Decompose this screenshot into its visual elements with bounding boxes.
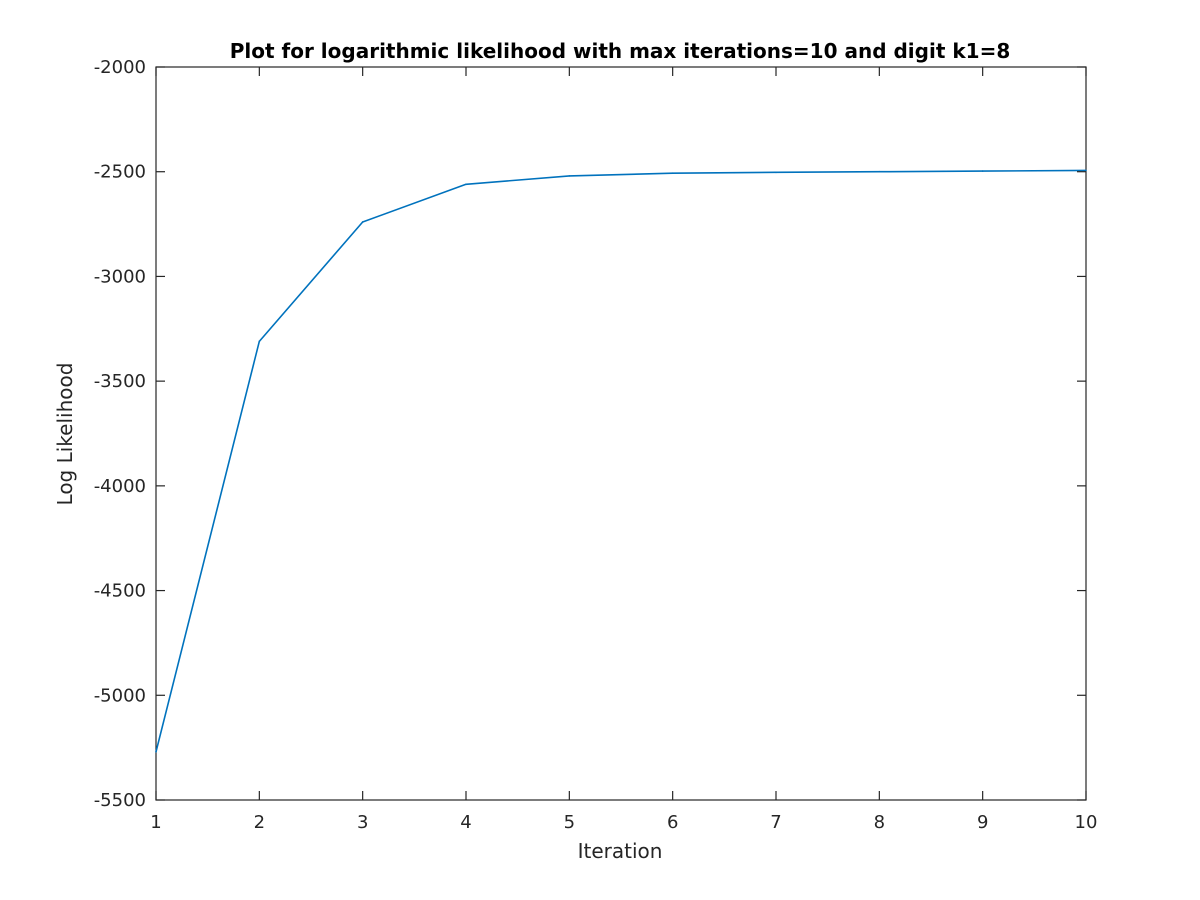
y-tick-label: -4000	[94, 476, 146, 497]
data-point	[981, 170, 984, 172]
data-point	[258, 340, 261, 343]
x-tick-label: 3	[357, 812, 368, 833]
data-point	[671, 172, 674, 174]
y-tick-label: -3500	[94, 371, 146, 392]
plot-area	[155, 66, 1087, 801]
data-point	[465, 183, 467, 186]
y-tick-label: -2500	[94, 162, 146, 183]
y-tick-label: -3000	[94, 266, 146, 287]
data-point	[775, 171, 777, 174]
data-point	[1085, 169, 1087, 172]
x-tick-label: 9	[977, 812, 988, 833]
x-tick-label: 8	[874, 812, 885, 833]
x-tick-label: 10	[1075, 812, 1098, 833]
data-point	[361, 221, 364, 223]
x-tick-label: 7	[770, 812, 781, 833]
data-point	[878, 170, 881, 173]
chart-title: Plot for logarithmic likelihood with max…	[230, 39, 1011, 63]
axis-ticks: 1 2 3 4 5 6 7 8 9 10 -5500 -5000 -4500 -4000 -3500 -300…	[94, 57, 1098, 833]
y-tick-label: -5500	[94, 790, 146, 811]
x-tick-label: 5	[564, 812, 575, 833]
x-tick-label: 6	[667, 812, 678, 833]
x-tick-label: 1	[150, 812, 161, 833]
y-axis-label: Log Likelihood	[53, 363, 77, 506]
data-point	[568, 175, 571, 177]
series-line	[155, 169, 1087, 753]
x-axis-label: Iteration	[578, 839, 663, 863]
axes-box	[155, 66, 1087, 801]
y-tick-label: -2000	[94, 57, 146, 78]
y-tick-label: -4500	[94, 581, 146, 602]
data-point	[155, 751, 157, 753]
x-tick-label: 4	[460, 812, 471, 833]
x-tick-label: 2	[254, 812, 265, 833]
y-tick-label: -5000	[94, 685, 146, 706]
